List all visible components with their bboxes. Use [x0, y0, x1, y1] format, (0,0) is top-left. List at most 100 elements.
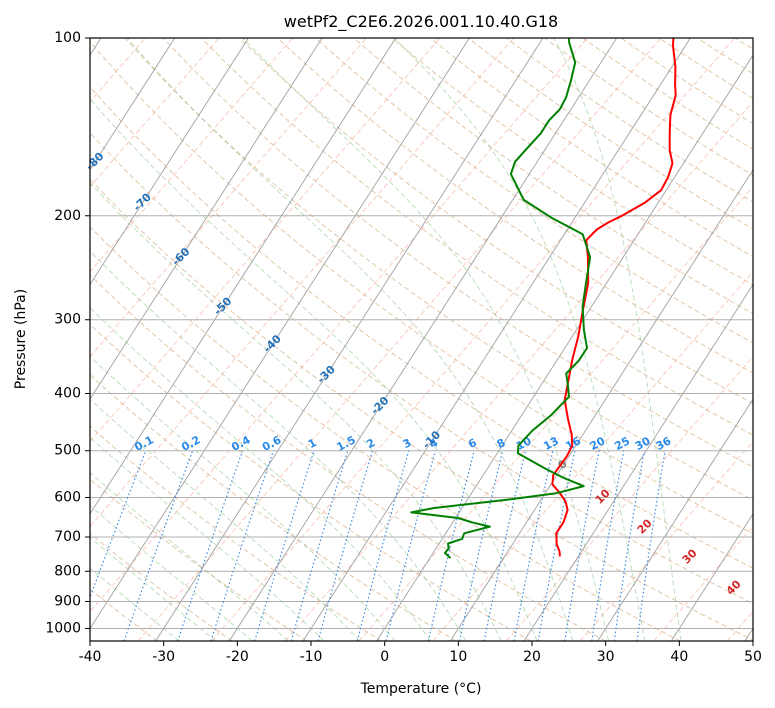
y-tick-label: 300: [54, 312, 81, 328]
theta-e-line: [506, 355, 753, 641]
dry-adiabat-line: [90, 86, 753, 569]
isotherm-line: [228, 38, 618, 641]
dry-adiabat-line: [391, 38, 753, 286]
moist-adiabat-line: [126, 38, 574, 641]
moist-adiabat-line: [90, 536, 217, 641]
theta-e-line: [90, 38, 588, 613]
theta-e-line: [285, 100, 753, 641]
dry-adiabat-line: [239, 38, 753, 405]
dry-adiabat-line: [315, 38, 753, 344]
moist-adiabat-line: [90, 436, 325, 641]
isotherm-line: [90, 38, 397, 515]
dry-adiabat-line: [90, 274, 606, 641]
mixing-ratio-line: [317, 450, 374, 641]
axes: -40 -30 -20 -10 0 10 20 30 40 50 100 200 300 400 500 60…: [45, 30, 762, 665]
x-tick-label: 40: [670, 649, 688, 665]
y-tick-label: 100: [54, 30, 81, 46]
moist-adiabat-line: [242, 38, 610, 641]
theta-e-line: [579, 440, 753, 641]
dry-adiabat-line: [162, 38, 753, 468]
isotherm-line: [90, 38, 470, 630]
dry-adiabat-line: [90, 425, 382, 641]
isotherm-line: [449, 169, 753, 641]
theta-e-line: [90, 38, 367, 358]
theta-e-line: [432, 270, 753, 641]
y-tick-label: 700: [54, 529, 81, 545]
isotherm-line: [155, 38, 544, 641]
dry-adiabat-line: [124, 38, 753, 501]
mixing-ratio-line: [254, 450, 315, 641]
mixing-ratio-line: [564, 450, 600, 641]
y-tick-label: 800: [54, 563, 81, 579]
dry-adiabat-line: [90, 323, 532, 641]
isotherm-line: [90, 38, 176, 171]
mixing-ratio-line: [290, 450, 349, 641]
mixing-ratio-line: [427, 450, 475, 641]
mixing-ratio-line: [123, 450, 194, 641]
dry-adiabat-line: [90, 40, 753, 535]
moist-adiabat-line: [90, 98, 538, 641]
dry-adiabat-line: [90, 374, 457, 641]
y-axis-label: Pressure (hPa): [13, 289, 29, 389]
mixing-ratio-line: [613, 450, 645, 641]
mixing-ratio-label: 20: [588, 434, 608, 453]
mixing-ratio-line: [210, 450, 274, 641]
mixing-ratio-line: [90, 450, 147, 599]
x-tick-label: -30: [152, 649, 175, 665]
moist-adiabat-line: [90, 307, 431, 641]
moist-adiabat-line: [394, 38, 646, 641]
x-tick-label: 50: [744, 649, 762, 665]
mixing-ratio-label: 30: [633, 434, 653, 453]
mixing-ratio-label: 13: [541, 434, 561, 453]
isotherm-line: [670, 512, 753, 641]
moist-adiabat-line: [90, 398, 360, 641]
moist-adiabat-line: [90, 355, 396, 641]
theta-e-line: [211, 38, 735, 641]
y-tick-label: 500: [54, 443, 81, 459]
plot-frame: [89, 37, 754, 642]
theta-e-line: [90, 38, 441, 443]
theta-e-line: [358, 185, 753, 641]
x-tick-label: -40: [79, 649, 102, 665]
y-tick-label: 200: [54, 208, 81, 224]
y-tick-label: 1000: [45, 620, 81, 636]
mixing-ratio-line: [385, 450, 436, 641]
mixing-ratio-line: [177, 450, 244, 641]
theta-e-line: [90, 38, 514, 528]
chart-title: wetPf2_C2E6.2026.001.10.40.G18: [284, 12, 558, 32]
isotherm-line: [90, 38, 323, 400]
mixing-ratio-line: [636, 450, 666, 641]
x-tick-label: 10: [449, 649, 467, 665]
mixing-ratio-label: 36: [654, 434, 674, 453]
mixing-ratio-label: 25: [612, 434, 632, 453]
dry-adiabat-line: [90, 478, 307, 641]
moist-adiabat-line: [90, 567, 180, 641]
moist-adiabat-line: [90, 504, 253, 641]
dry-adiabat-line: [353, 38, 753, 315]
dry-adiabat-line: [90, 178, 753, 641]
dry-adiabat-line: [90, 226, 681, 641]
theta-e-line: [137, 38, 662, 641]
mixing-ratio-label: 16: [563, 434, 583, 453]
isotherm-line: [376, 54, 753, 641]
x-tick-label: 20: [523, 649, 541, 665]
x-tick-label: -20: [226, 649, 249, 665]
dewpoint-profile-line: [410, 38, 592, 559]
isotherm-line: [597, 398, 753, 641]
mixing-ratio-line: [356, 450, 410, 641]
y-tick-label: 400: [54, 386, 81, 402]
series-layer: [410, 38, 677, 559]
dry-adiabat-line: [90, 132, 753, 605]
isotherm-line: [90, 38, 249, 286]
moist-adiabat-line: [90, 250, 467, 641]
x-tick-label: 0: [380, 649, 389, 665]
isotherm-line: [302, 38, 691, 641]
y-tick-label: 600: [54, 489, 81, 505]
moist-adiabat-line: [553, 38, 682, 641]
x-axis-label: Temperature (°C): [360, 681, 482, 697]
mixing-ratio-line: [591, 450, 625, 641]
isotherm-line: [523, 283, 753, 641]
y-tick-label: 900: [54, 593, 81, 609]
dry-adiabat-line: [200, 38, 753, 436]
